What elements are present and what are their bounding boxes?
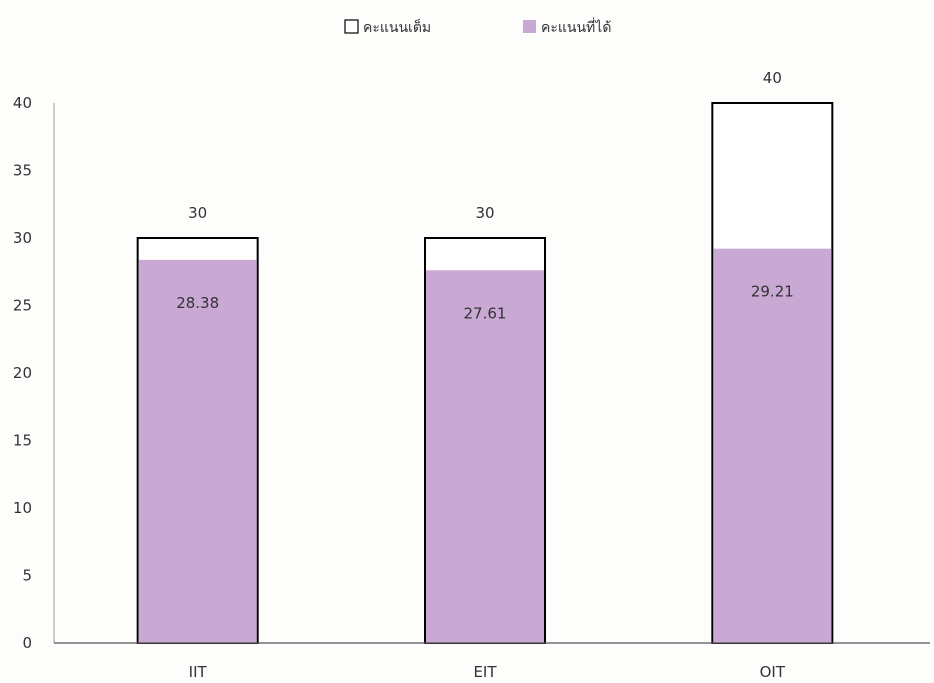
y-tick-label: 5: [22, 567, 32, 585]
bar-obtained-score-eit: [426, 270, 544, 643]
chart-legend: คะแนนเต็ม คะแนนที่ได้: [344, 18, 611, 36]
data-label-obtained-score-eit: 27.61: [464, 304, 507, 322]
data-label-full-score-eit: 30: [475, 204, 494, 222]
data-label-full-score-oit: 40: [763, 69, 782, 87]
y-axis: 0 5 10 15 20 25 30 35 40: [13, 94, 55, 652]
bar-obtained-score-iit: [138, 259, 257, 643]
y-tick-label: 0: [22, 634, 32, 652]
x-axis: IIT EIT OIT: [54, 642, 930, 681]
y-tick-label: 30: [13, 229, 32, 247]
legend-label-obtained-score: คะแนนที่ได้: [541, 18, 611, 36]
x-category-label-oit: OIT: [760, 663, 786, 681]
y-tick-label: 10: [13, 499, 32, 517]
data-label-full-score-iit: 30: [188, 204, 207, 222]
y-tick-label: 25: [13, 297, 32, 315]
bars: 30 28.38 30 27.61 40 29.21: [136, 69, 834, 644]
bar-obtained-score-oit: [713, 248, 832, 644]
x-category-label-eit: EIT: [473, 663, 497, 681]
data-label-obtained-score-iit: 28.38: [176, 294, 219, 312]
legend-swatch-full-score: [344, 19, 359, 34]
x-category-label-iit: IIT: [189, 663, 208, 681]
y-tick-label: 15: [13, 432, 32, 450]
y-tick-label: 40: [13, 94, 32, 112]
legend-swatch-obtained-score: [523, 20, 536, 33]
y-tick-label: 35: [13, 162, 32, 180]
legend-label-full-score: คะแนนเต็ม: [363, 18, 431, 36]
data-label-obtained-score-oit: 29.21: [751, 283, 794, 301]
y-tick-label: 20: [13, 364, 32, 382]
